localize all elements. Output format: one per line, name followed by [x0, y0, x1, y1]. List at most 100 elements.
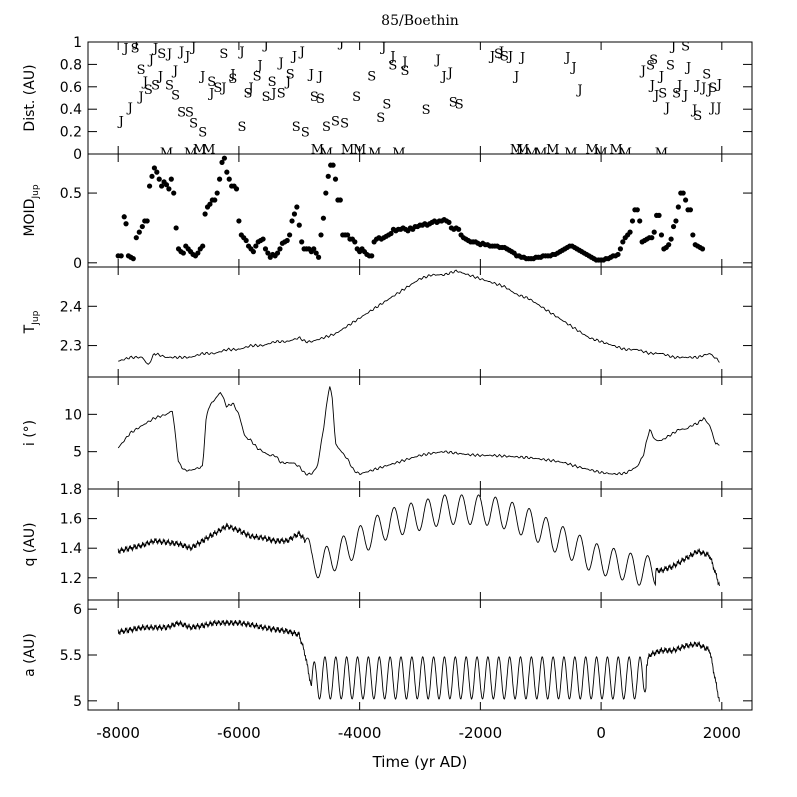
moid-point	[634, 207, 640, 213]
moid-point	[388, 230, 394, 237]
marker-S: S	[292, 120, 301, 135]
marker-J: J	[337, 36, 344, 51]
moid-point	[243, 237, 249, 244]
marker-M: M	[184, 146, 197, 161]
marker-S: S	[658, 86, 667, 101]
marker-J: J	[648, 79, 655, 94]
marker-M: M	[619, 146, 632, 161]
marker-J: J	[681, 89, 688, 104]
moid-point	[277, 246, 283, 252]
marker-J: J	[488, 49, 495, 64]
marker-M: M	[525, 146, 538, 161]
marker-J: J	[219, 81, 226, 96]
chart-title: 85/Boethin	[381, 13, 459, 29]
marker-J: J	[307, 67, 314, 82]
marker-J: J	[198, 70, 205, 85]
moid-point	[212, 197, 218, 203]
marker-M: M	[193, 142, 206, 157]
series-a	[117, 619, 720, 702]
marker-S: S	[219, 47, 228, 62]
y-axis-label: i (°)	[22, 420, 38, 446]
series-line	[118, 269, 720, 365]
moid-point	[195, 250, 201, 256]
moid-point	[149, 173, 155, 179]
marker-M: M	[516, 142, 529, 157]
y-axis-label: q (AU)	[22, 522, 38, 566]
marker-M: M	[610, 142, 623, 157]
marker-J: J	[117, 114, 124, 129]
marker-S: S	[244, 86, 253, 101]
marker-J: J	[183, 49, 190, 64]
moid-point	[136, 229, 142, 235]
marker-J: J	[237, 45, 244, 60]
marker-S: S	[455, 98, 464, 113]
panel-tjup: 2.3 2.4 TJup	[22, 266, 753, 378]
moid-point	[690, 232, 696, 238]
series-moid	[115, 0, 710, 263]
y-tick-label: 0	[73, 256, 82, 272]
marker-J: J	[171, 64, 178, 79]
moid-point	[680, 190, 686, 196]
marker-S: S	[207, 75, 216, 90]
moid-point	[226, 176, 232, 182]
y-tick-label: 10	[64, 407, 82, 423]
y-tick-label: 2.3	[60, 339, 82, 355]
moid-point	[627, 229, 633, 235]
marker-S: S	[422, 103, 431, 118]
marker-J: J	[693, 79, 700, 94]
moid-point	[163, 182, 170, 188]
moid-point	[683, 197, 689, 203]
moid-point	[649, 235, 655, 241]
y-tick-label: 5	[73, 694, 82, 710]
marker-J: J	[715, 77, 722, 92]
marker-S: S	[646, 58, 655, 73]
x-axis-tick-labels: -8000 -6000 -4000 -2000 0 2000	[96, 724, 741, 742]
marker-J: J	[156, 70, 163, 85]
moid-point	[313, 250, 319, 256]
panel-frame	[87, 266, 753, 378]
moid-point	[200, 243, 206, 249]
moid-point	[617, 246, 624, 252]
moid-point	[180, 250, 186, 256]
marker-J: J	[714, 101, 721, 116]
marker-J: J	[563, 51, 570, 66]
marker-J: J	[379, 40, 386, 55]
marker-S: S	[388, 58, 397, 73]
moid-point	[656, 212, 662, 218]
moid-point	[658, 232, 665, 238]
moid-point	[287, 232, 293, 238]
marker-S: S	[322, 120, 331, 135]
marker-S: S	[500, 49, 509, 64]
moid-point	[168, 176, 174, 182]
marker-J: J	[433, 53, 440, 68]
marker-J: J	[284, 75, 291, 90]
moid-point	[274, 250, 281, 256]
marker-J: J	[446, 66, 453, 81]
y-tick-label: 1.6	[60, 512, 82, 528]
moid-point	[705, 0, 710, 3]
marker-S: S	[649, 53, 658, 68]
marker-M: M	[585, 142, 598, 157]
marker-J: J	[255, 58, 262, 73]
marker-J: J	[497, 45, 504, 60]
panel-moid: 0 0.5 MOIDJup	[22, 0, 753, 272]
marker-M: M	[594, 146, 607, 161]
marker-J: J	[699, 81, 706, 96]
moid-point	[296, 222, 302, 228]
marker-J: J	[569, 61, 576, 76]
moid-point	[216, 176, 223, 182]
moid-point	[118, 253, 124, 259]
marker-S: S	[262, 90, 271, 105]
y-tick-label: 1	[73, 35, 82, 51]
marker-J: J	[277, 56, 284, 71]
marker-S: S	[449, 95, 458, 110]
marker-J: J	[512, 70, 519, 85]
y-tick-label: 1.8	[60, 482, 82, 498]
marker-S: S	[340, 117, 349, 132]
marker-J: J	[207, 86, 214, 101]
moid-point	[699, 246, 706, 252]
marker-S: S	[693, 109, 702, 124]
y-tick-label: 0.5	[60, 186, 82, 202]
series-line	[117, 494, 720, 587]
y-tick-label: 5	[73, 445, 82, 461]
